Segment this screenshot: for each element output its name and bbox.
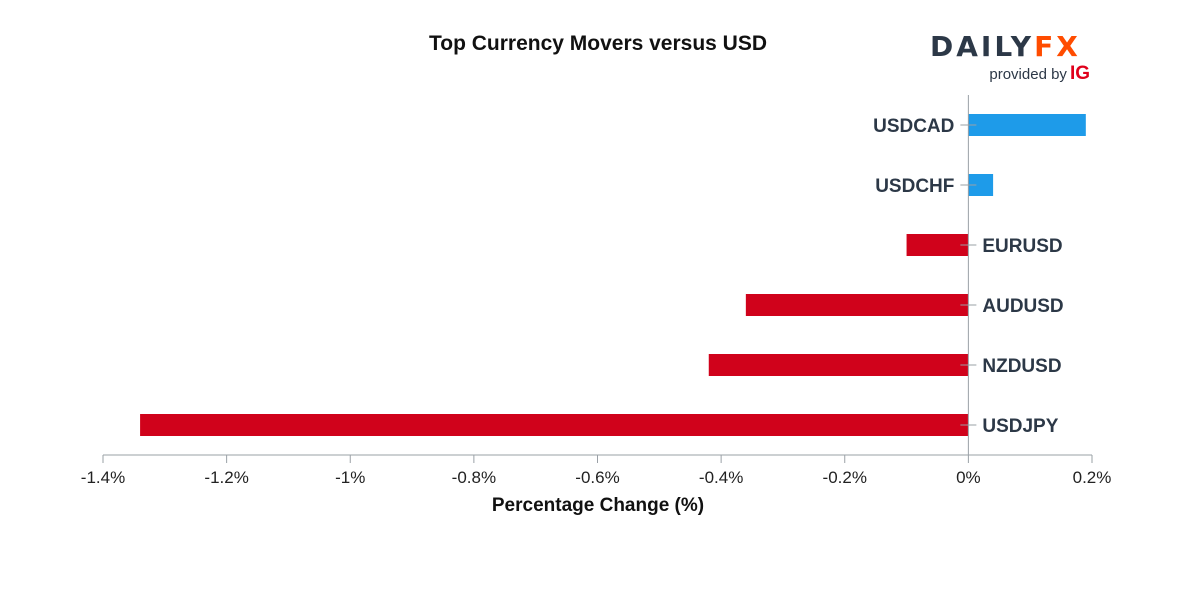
x-tick-label: -0.2% (823, 468, 867, 487)
category-label-usdcad: USDCAD (873, 116, 954, 137)
provided-by-text: provided by (989, 66, 1067, 83)
logo-text-main: DAILY (930, 30, 1035, 63)
ig-logo: IG (1069, 63, 1090, 84)
x-tick-label: -1.4% (81, 468, 125, 487)
bar-eurusd (906, 234, 969, 256)
x-tick-label: -0.4% (699, 468, 743, 487)
chart-title: Top Currency Movers versus USD (428, 32, 768, 55)
bar-usdcad (968, 114, 1086, 136)
x-tick-label: -0.8% (452, 468, 496, 487)
x-tick-label: -1% (335, 468, 365, 487)
category-label-eurusd: EURUSD (982, 236, 1062, 257)
bar-nzdusd (708, 354, 969, 376)
x-tick-label: 0% (956, 468, 981, 487)
x-tick-label: -1.2% (204, 468, 248, 487)
category-label-usdchf: USDCHF (875, 176, 954, 197)
bar-usdchf (968, 174, 994, 196)
logo-text-accent: FX (1034, 30, 1081, 63)
x-axis-label: Percentage Change (%) (491, 495, 705, 516)
category-label-usdjpy: USDJPY (982, 416, 1058, 437)
bar-audusd (745, 294, 969, 316)
x-tick-label: 0.2% (1073, 468, 1112, 487)
category-label-audusd: AUDUSD (982, 296, 1063, 317)
dailyfx-logo[interactable]: DAILYFX provided by IG (930, 30, 1090, 84)
bar-usdjpy (140, 414, 969, 436)
category-label-nzdusd: NZDUSD (982, 356, 1061, 377)
x-tick-label: -0.6% (575, 468, 619, 487)
